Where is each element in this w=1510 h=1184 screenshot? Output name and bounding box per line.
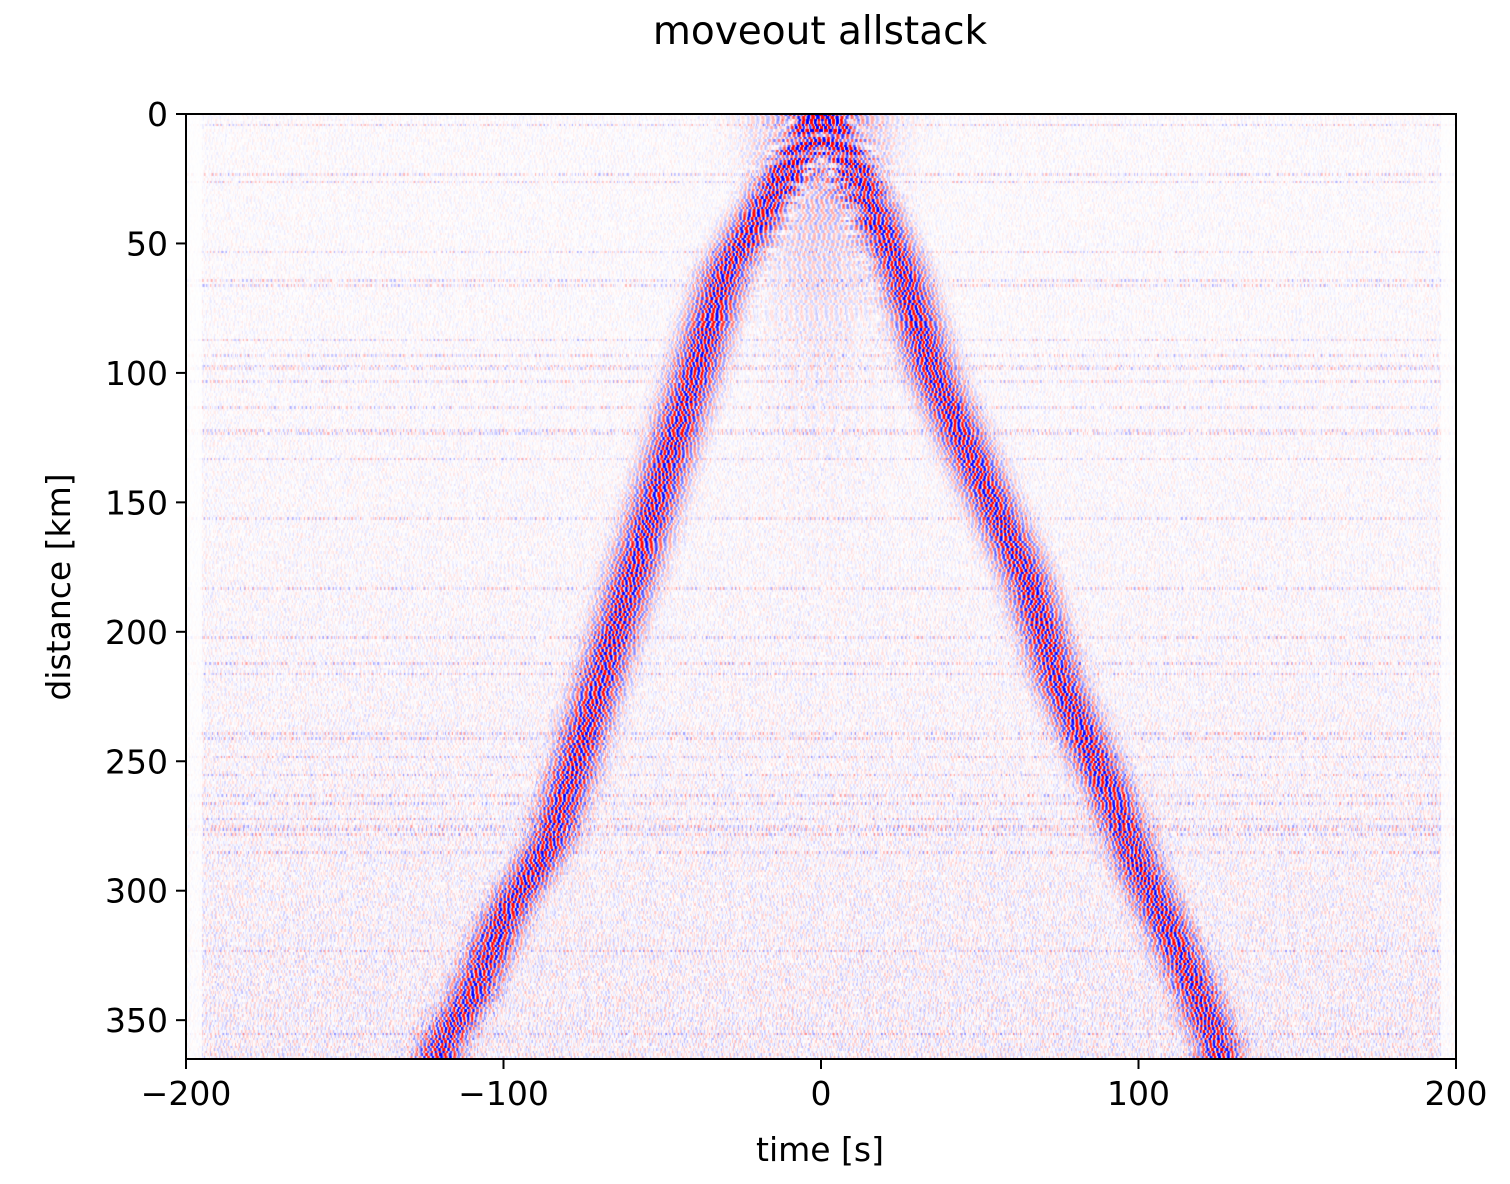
x-tick-label: 100	[1107, 1074, 1170, 1113]
plot-area	[185, 113, 1457, 1060]
y-tick-label: 0	[147, 95, 168, 134]
chart-title: moveout allstack	[653, 9, 988, 54]
x-tick-label: 0	[811, 1074, 832, 1113]
x-tick-label: −100	[458, 1074, 549, 1113]
y-axis-label: distance [km]	[39, 473, 78, 700]
x-axis: −200 −100 0 100 200	[141, 1059, 1488, 1113]
x-tick-label: 200	[1425, 1074, 1488, 1113]
y-tick-label: 250	[105, 742, 168, 781]
moveout-heatmap	[186, 114, 1456, 1059]
y-axis: 0 50 100 150 200 250 300 350	[105, 95, 186, 1040]
y-tick-label: 100	[105, 354, 168, 393]
y-tick-label: 300	[105, 872, 168, 911]
x-axis-label: time [s]	[756, 1130, 884, 1169]
y-tick-label: 200	[105, 613, 168, 652]
y-tick-label: 350	[105, 1001, 168, 1040]
y-tick-label: 50	[126, 224, 168, 263]
y-tick-label: 150	[105, 483, 168, 522]
x-tick-label: −200	[141, 1074, 232, 1113]
